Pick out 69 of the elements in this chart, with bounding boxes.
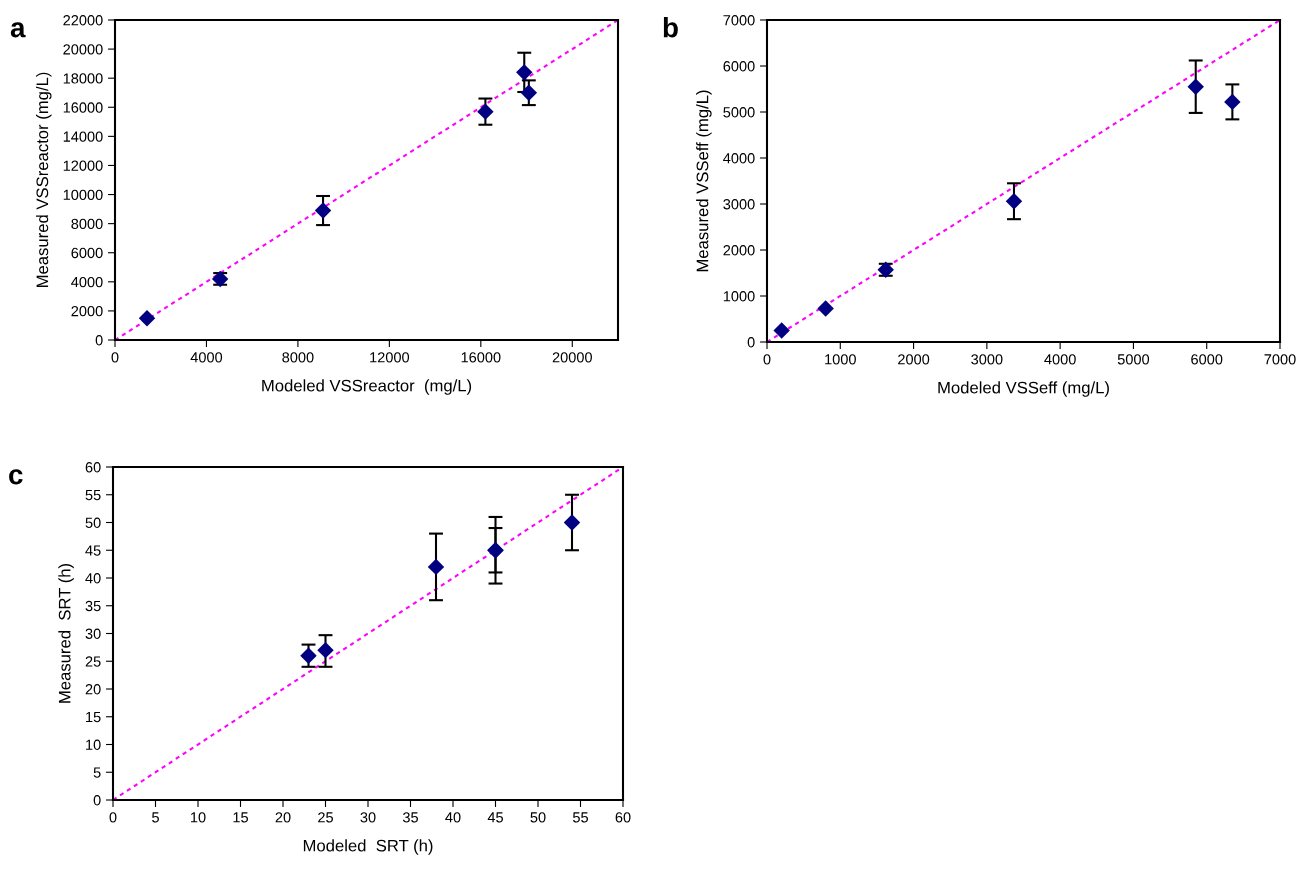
x-tick-label: 2000 (898, 354, 930, 365)
y-tick-label: 1000 (723, 291, 755, 302)
x-tick-label: 4000 (190, 352, 223, 363)
y-tick-label: 10000 (63, 189, 103, 200)
x-tick-label: 6000 (1191, 354, 1223, 365)
y-tick-label: 10 (86, 739, 101, 750)
chart-title: b (663, 17, 678, 38)
y-tick-label: 45 (85, 545, 101, 556)
y-tick-label: 16000 (63, 102, 103, 113)
x-tick-label: 5000 (1117, 354, 1150, 365)
y-tick-label: 55 (85, 490, 101, 501)
chart-title: c (9, 469, 23, 485)
y-axis-title: Measured VSSeff (mg/L) (696, 90, 712, 272)
x-tick-label: 25 (318, 812, 333, 823)
x-tick-label: 20000 (552, 352, 592, 363)
y-tick-label: 6000 (71, 247, 103, 259)
y-tick-label: 7000 (723, 15, 755, 26)
y-tick-label: 22000 (63, 15, 103, 26)
y-tick-label: 0 (747, 337, 755, 348)
y-tick-label: 12000 (63, 160, 103, 171)
x-tick-label: 5 (152, 812, 159, 823)
y-tick-label: 0 (93, 795, 101, 806)
chart-title: a (10, 22, 26, 38)
x-tick-label: 1000 (825, 354, 856, 365)
y-tick-label: 0 (95, 335, 103, 346)
y-tick-label: 40 (85, 573, 101, 584)
x-tick-label: 55 (572, 812, 588, 823)
y-tick-label: 2000 (723, 245, 755, 256)
x-tick-label: 0 (763, 354, 771, 365)
y-tick-label: 4000 (723, 153, 755, 164)
x-tick-label: 4000 (1044, 354, 1076, 365)
y-tick-label: 6000 (723, 61, 755, 72)
y-tick-label: 50 (85, 517, 101, 528)
x-tick-label: 0 (109, 812, 117, 823)
y-tick-label: 60 (85, 462, 101, 473)
x-tick-label: 35 (402, 812, 418, 823)
y-tick-label: 15 (86, 712, 101, 723)
x-tick-label: 3000 (971, 354, 1003, 365)
x-tick-label: 45 (487, 812, 503, 823)
y-tick-label: 14000 (63, 131, 103, 142)
x-axis-title: Modeled SRT (h) (303, 839, 433, 855)
x-axis-title: Modeled VSSreactor (mg/L) (262, 379, 472, 395)
x-tick-label: 20 (275, 812, 291, 823)
y-tick-label: 30 (85, 628, 101, 639)
y-tick-label: 20 (85, 684, 101, 695)
y-tick-label: 5 (93, 767, 101, 778)
y-tick-label: 18000 (63, 73, 103, 84)
x-tick-label: 12000 (370, 352, 410, 363)
y-tick-label: 3000 (723, 199, 755, 210)
y-tick-label: 35 (85, 600, 101, 612)
x-tick-label: 16000 (461, 352, 501, 363)
y-tick-label: 8000 (71, 218, 103, 230)
x-tick-label: 10 (191, 812, 206, 823)
x-tick-label: 0 (111, 352, 119, 363)
y-axis-title: Measured SRT (h) (58, 563, 74, 703)
y-axis-title: Measured VSSreactor (mg/L) (36, 72, 52, 287)
y-tick-label: 25 (85, 656, 101, 667)
x-tick-label: 40 (445, 812, 461, 823)
y-tick-label: 4000 (71, 276, 103, 288)
x-tick-label: 60 (615, 812, 631, 823)
x-tick-label: 8000 (282, 352, 314, 363)
y-tick-label: 20000 (63, 44, 103, 55)
y-tick-label: 2000 (71, 306, 103, 317)
x-tick-label: 15 (233, 812, 248, 823)
x-tick-label: 7000 (1264, 354, 1296, 365)
x-tick-label: 50 (530, 812, 546, 823)
y-tick-label: 5000 (723, 107, 755, 118)
x-tick-label: 30 (360, 812, 376, 823)
x-axis-title: Modeled VSSeff (mg/L) (938, 381, 1109, 397)
